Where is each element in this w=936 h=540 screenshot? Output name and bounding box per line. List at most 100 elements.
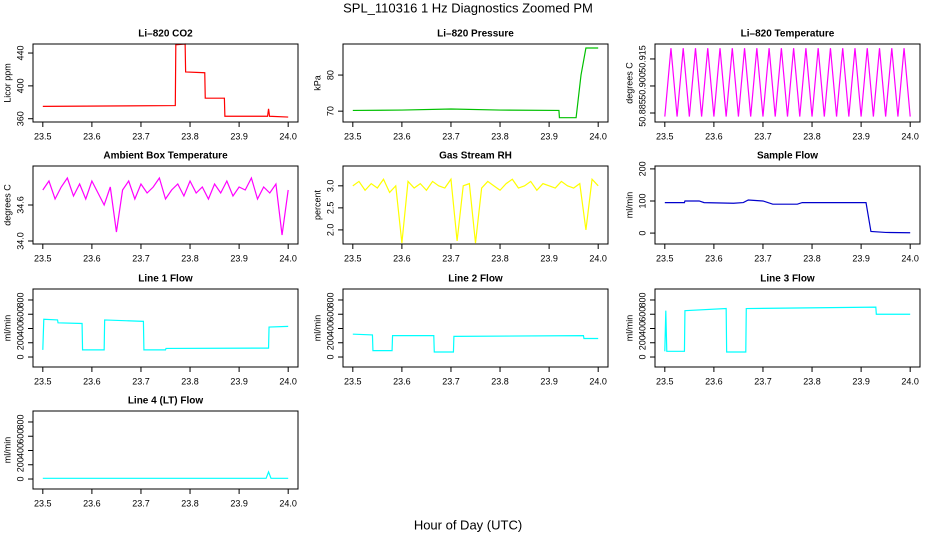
y-tick-label: 0 xyxy=(637,355,647,360)
x-tick-label: 23.9 xyxy=(540,376,558,386)
x-tick-label: 23.9 xyxy=(852,131,870,141)
x-tick-label: 23.5 xyxy=(34,253,52,263)
y-tick-label: 360 xyxy=(15,111,25,126)
y-tick-label: 50.885 xyxy=(637,99,647,127)
x-tick-label: 23.5 xyxy=(344,253,362,263)
x-tick-label: 23.6 xyxy=(83,253,101,263)
x-tick-label: 23.8 xyxy=(181,253,199,263)
data-line xyxy=(664,199,911,234)
x-tick-label: 23.8 xyxy=(181,376,199,386)
y-axis-label: percent xyxy=(312,189,322,220)
x-tick-label: 24.0 xyxy=(589,131,607,141)
y-tick-label: 400 xyxy=(15,78,25,93)
x-tick-label: 23.5 xyxy=(656,131,674,141)
x-tick-label: 24.0 xyxy=(901,131,919,141)
y-axis-label: degrees C xyxy=(2,184,12,226)
y-tick-label: 200 xyxy=(15,457,25,472)
x-tick-label: 23.9 xyxy=(540,131,558,141)
y-tick-label: 0 xyxy=(15,477,25,482)
y-tick-label: 600 xyxy=(325,307,335,322)
plot-frame xyxy=(654,43,921,123)
y-tick-label: 2.0 xyxy=(325,224,335,237)
x-tick-label: 23.5 xyxy=(656,376,674,386)
y-tick-label: 800 xyxy=(15,414,25,429)
x-tick-label: 23.6 xyxy=(393,376,411,386)
x-tick-label: 24.0 xyxy=(279,253,297,263)
y-tick-label: 0 xyxy=(325,355,335,360)
y-tick-label: 400 xyxy=(15,443,25,458)
x-tick-label: 23.6 xyxy=(83,131,101,141)
x-tick-label: 23.9 xyxy=(852,253,870,263)
x-tick-label: 23.7 xyxy=(442,376,460,386)
y-tick-label: 600 xyxy=(637,307,647,322)
x-tick-label: 23.7 xyxy=(754,131,772,141)
y-tick-label: 200 xyxy=(15,335,25,350)
y-tick-label: 200 xyxy=(637,335,647,350)
y-tick-label: 400 xyxy=(15,321,25,336)
y-tick-label: 600 xyxy=(15,429,25,444)
panel-title: Line 2 Flow xyxy=(448,274,503,285)
y-tick-label: 0 xyxy=(15,355,25,360)
x-tick-label: 24.0 xyxy=(589,376,607,386)
plot-frame xyxy=(32,288,299,368)
y-axis-label: kPa xyxy=(312,75,322,91)
panel-title: Line 4 (LT) Flow xyxy=(128,396,204,407)
x-tick-label: 23.8 xyxy=(491,253,509,263)
x-tick-label: 23.7 xyxy=(754,376,772,386)
x-tick-label: 23.6 xyxy=(83,376,101,386)
y-axis-label: Licor ppm xyxy=(2,63,12,103)
y-axis-label: ml/min xyxy=(624,192,634,219)
y-tick-label: 0 xyxy=(637,231,647,236)
y-tick-label: 400 xyxy=(637,321,647,336)
x-tick-label: 23.6 xyxy=(393,131,411,141)
x-tick-label: 23.6 xyxy=(705,131,723,141)
plot-frame xyxy=(32,410,299,490)
y-axis-label: ml/min xyxy=(312,315,322,342)
x-tick-label: 24.0 xyxy=(589,253,607,263)
x-tick-label: 23.8 xyxy=(803,253,821,263)
y-tick-label: 34.6 xyxy=(15,196,25,214)
y-axis-label: degrees C xyxy=(624,62,634,104)
x-tick-label: 24.0 xyxy=(901,253,919,263)
panel-title: Sample Flow xyxy=(757,151,818,162)
y-tick-label: 200 xyxy=(637,161,647,176)
x-tick-label: 23.7 xyxy=(132,498,150,508)
x-tick-label: 23.6 xyxy=(393,253,411,263)
plot-frame xyxy=(342,43,609,123)
x-tick-label: 23.9 xyxy=(540,253,558,263)
plot-frame xyxy=(32,165,299,245)
panel-title: Ambient Box Temperature xyxy=(103,151,228,162)
x-tick-label: 23.9 xyxy=(230,376,248,386)
y-tick-label: 70 xyxy=(325,106,335,116)
y-tick-label: 100 xyxy=(637,193,647,208)
y-tick-label: 800 xyxy=(637,292,647,307)
x-tick-label: 23.5 xyxy=(344,131,362,141)
x-tick-label: 24.0 xyxy=(279,131,297,141)
panel-title: Li–820 Temperature xyxy=(741,29,835,40)
y-tick-label: 800 xyxy=(15,292,25,307)
x-tick-label: 23.8 xyxy=(803,131,821,141)
x-tick-label: 23.9 xyxy=(230,498,248,508)
x-tick-label: 24.0 xyxy=(901,376,919,386)
x-tick-label: 23.8 xyxy=(181,498,199,508)
y-tick-label: 400 xyxy=(325,321,335,336)
data-line xyxy=(42,176,289,236)
x-tick-label: 23.5 xyxy=(34,376,52,386)
x-tick-label: 23.7 xyxy=(132,131,150,141)
x-axis-label: Hour of Day (UTC) xyxy=(414,517,522,532)
y-axis-label: ml/min xyxy=(624,315,634,342)
panel-title: Line 3 Flow xyxy=(760,274,815,285)
data-line xyxy=(664,48,911,117)
x-tick-label: 23.9 xyxy=(852,376,870,386)
data-line xyxy=(664,306,911,353)
x-tick-label: 23.8 xyxy=(181,131,199,141)
x-tick-label: 23.5 xyxy=(34,131,52,141)
y-axis-label: ml/min xyxy=(2,315,12,342)
data-line xyxy=(42,43,289,118)
x-tick-label: 24.0 xyxy=(279,376,297,386)
plot-frame xyxy=(654,288,921,368)
plot-frame xyxy=(342,288,609,368)
x-tick-label: 23.7 xyxy=(442,131,460,141)
plot-frame xyxy=(654,165,921,245)
